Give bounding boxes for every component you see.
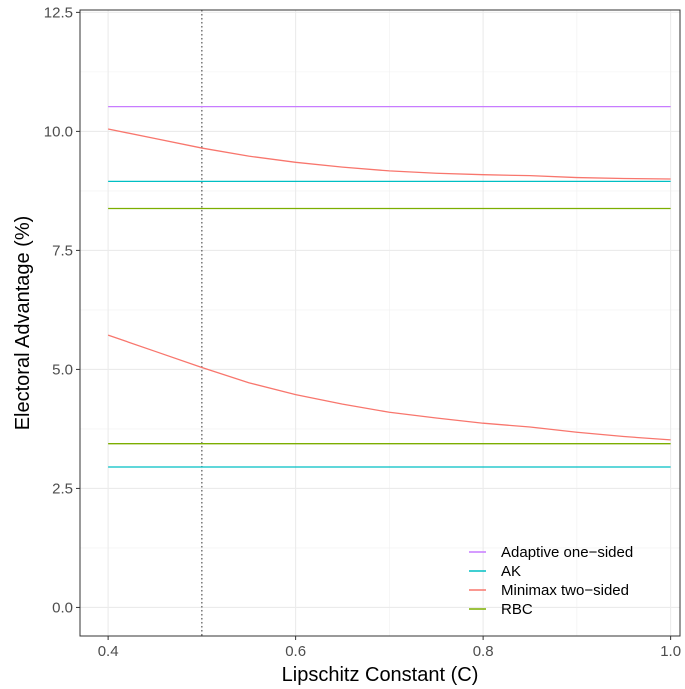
x-tick-label: 0.4 [98, 643, 119, 660]
x-tick-label: 0.8 [473, 643, 494, 660]
legend-label: RBC [501, 601, 533, 618]
series-line [108, 128, 671, 180]
series-lines [107, 105, 671, 468]
panel-border [79, 9, 681, 637]
y-tick-label: 10.0 [44, 123, 73, 140]
y-tick-label: 12.5 [44, 4, 73, 21]
y-tick-label: 2.5 [52, 480, 73, 497]
legend-label: AK [501, 563, 521, 580]
grid [80, 10, 680, 636]
legend-label: Minimax two−sided [501, 582, 629, 599]
axes: 0.4 0.6 0.8 1.0 0.0 2.5 5.0 7.5 10.0 12.5 [44, 4, 681, 660]
y-tick-label: 7.5 [52, 242, 73, 259]
y-axis-title: Electoral Advantage (%) [12, 216, 34, 431]
legend: Adaptive one−sided AK Minimax two−sided RBC [469, 544, 633, 618]
series-line [107, 334, 671, 441]
x-tick-label: 1.0 [660, 643, 681, 660]
legend-label: Adaptive one−sided [501, 544, 633, 561]
y-tick-label: 5.0 [52, 361, 73, 378]
y-tick-label: 0.0 [52, 599, 73, 616]
x-axis-title: Lipschitz Constant (C) [282, 664, 479, 686]
x-tick-label: 0.6 [285, 643, 306, 660]
